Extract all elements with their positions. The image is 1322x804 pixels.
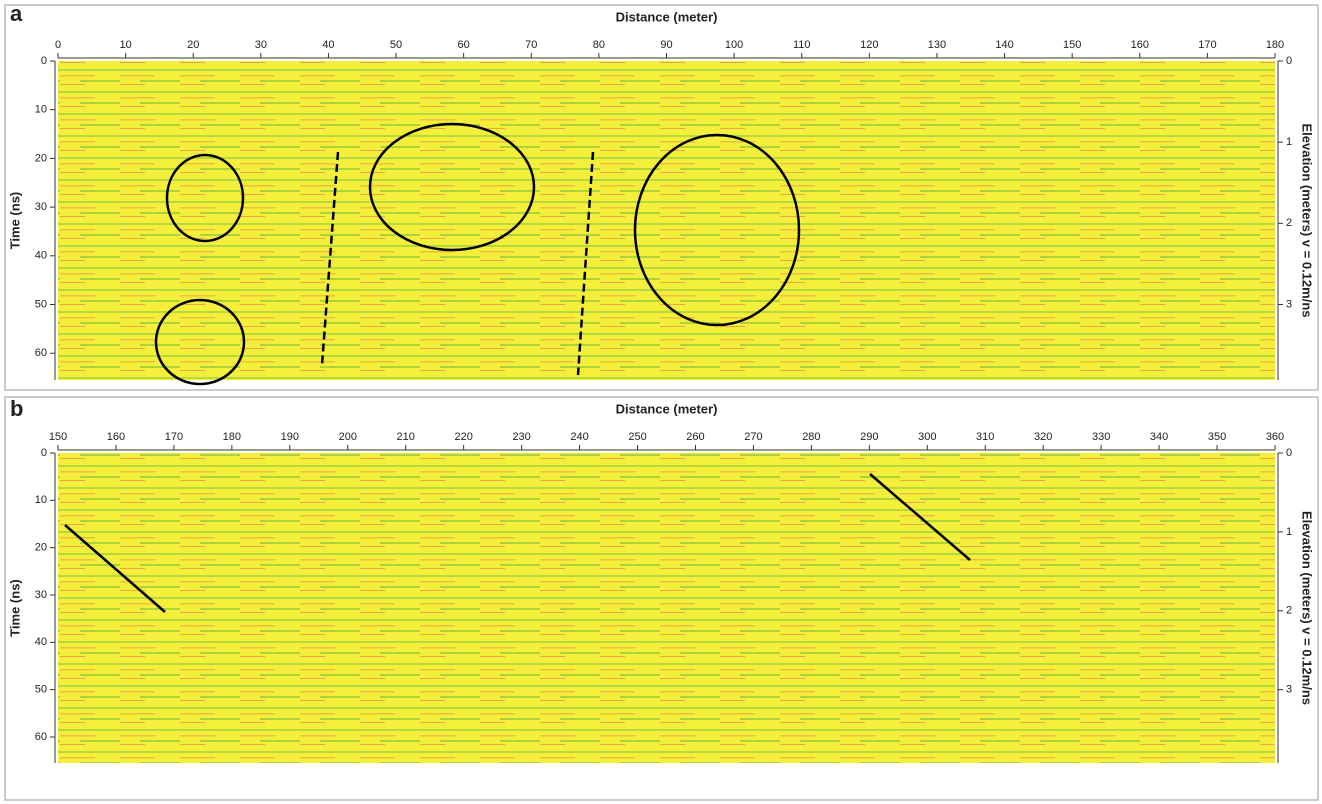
radargram [58, 61, 1275, 380]
y-tick-label: 10 [35, 104, 47, 116]
x-tick-label: 250 [628, 431, 646, 443]
x-tick-label: 280 [802, 431, 820, 443]
x-tick-label: 170 [1198, 39, 1216, 51]
x-tick-label: 80 [593, 39, 605, 51]
y2-tick-label: 0 [1286, 55, 1292, 67]
panel-label: b [10, 396, 23, 421]
y-tick-label: 20 [35, 542, 47, 554]
y2-axis-title: Elevation (meters) v = 0.12m/ns [1300, 511, 1315, 705]
x-tick-label: 150 [49, 431, 67, 443]
y2-tick-label: 0 [1286, 447, 1292, 459]
y-tick-label: 0 [41, 55, 47, 67]
y2-axis-title: Elevation (meters) v = 0.12m/ns [1300, 123, 1315, 317]
x-tick-label: 330 [1092, 431, 1110, 443]
y-tick-label: 20 [35, 152, 47, 164]
x-axis-title: Distance (meter) [616, 401, 718, 416]
x-tick-label: 300 [918, 431, 936, 443]
x-tick-label: 90 [660, 39, 672, 51]
y-tick-label: 40 [35, 250, 47, 262]
x-tick-label: 40 [322, 39, 334, 51]
x-axis-title: Distance (meter) [616, 9, 718, 24]
x-tick-label: 20 [187, 39, 199, 51]
figure: a b 010203040506070809010011012013014015… [0, 0, 1322, 804]
y-tick-label: 10 [35, 494, 47, 506]
x-tick-label: 100 [725, 39, 743, 51]
y-tick-label: 30 [35, 589, 47, 601]
y2-tick-label: 2 [1286, 605, 1292, 617]
x-tick-label: 270 [744, 431, 762, 443]
y-tick-label: 60 [35, 731, 47, 743]
x-tick-label: 350 [1208, 431, 1226, 443]
x-tick-label: 180 [223, 431, 241, 443]
x-tick-label: 310 [976, 431, 994, 443]
y-tick-label: 50 [35, 298, 47, 310]
y-tick-label: 50 [35, 684, 47, 696]
y2-tick-label: 1 [1286, 526, 1292, 538]
x-tick-label: 170 [165, 431, 183, 443]
x-tick-label: 160 [107, 431, 125, 443]
y-tick-label: 30 [35, 201, 47, 213]
x-tick-label: 70 [525, 39, 537, 51]
x-tick-label: 130 [928, 39, 946, 51]
x-tick-label: 180 [1266, 39, 1284, 51]
y-axis-title: Time (ns) [7, 192, 22, 250]
y-tick-label: 40 [35, 636, 47, 648]
x-tick-label: 190 [281, 431, 299, 443]
x-tick-label: 260 [686, 431, 704, 443]
x-tick-label: 120 [860, 39, 878, 51]
x-tick-label: 200 [339, 431, 357, 443]
y2-tick-label: 2 [1286, 217, 1292, 229]
x-tick-label: 150 [1063, 39, 1081, 51]
x-tick-label: 210 [397, 431, 415, 443]
y-tick-label: 60 [35, 347, 47, 359]
y-axis-title: Time (ns) [7, 579, 22, 637]
x-tick-label: 230 [512, 431, 530, 443]
y-tick-label: 0 [41, 447, 47, 459]
x-tick-label: 140 [995, 39, 1013, 51]
x-tick-label: 10 [119, 39, 131, 51]
x-tick-label: 110 [793, 39, 811, 51]
x-tick-label: 360 [1266, 431, 1284, 443]
panel-label: a [10, 1, 23, 26]
x-tick-label: 320 [1034, 431, 1052, 443]
x-tick-label: 220 [454, 431, 472, 443]
y2-tick-label: 3 [1286, 298, 1292, 310]
x-tick-label: 0 [55, 39, 61, 51]
x-tick-label: 240 [570, 431, 588, 443]
x-tick-label: 60 [458, 39, 470, 51]
x-tick-label: 50 [390, 39, 402, 51]
x-tick-label: 160 [1131, 39, 1149, 51]
y2-tick-label: 1 [1286, 136, 1292, 148]
y2-tick-label: 3 [1286, 684, 1292, 696]
x-tick-label: 30 [255, 39, 267, 51]
x-tick-label: 340 [1150, 431, 1168, 443]
radargram [58, 453, 1275, 763]
x-tick-label: 290 [860, 431, 878, 443]
